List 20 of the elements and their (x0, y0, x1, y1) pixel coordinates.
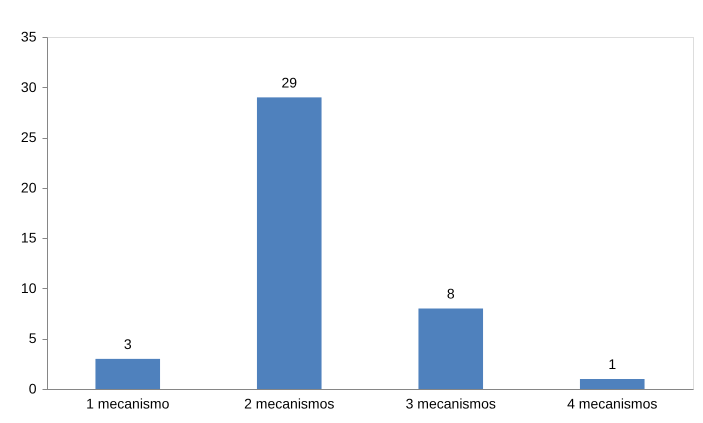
data-label: 29 (281, 74, 298, 90)
x-tick-label: 3 mecanismos (406, 396, 496, 412)
bar (256, 97, 322, 389)
y-tick-label: 25 (20, 129, 37, 146)
y-tick-label: 15 (20, 230, 37, 246)
data-label: 1 (608, 356, 616, 372)
bar (580, 378, 645, 389)
y-tick-label: 35 (20, 28, 37, 44)
y-tick-label: 5 (28, 330, 37, 346)
x-tick-label: 2 mecanismos (244, 396, 334, 412)
data-label: 8 (446, 286, 455, 302)
y-tick-label: 0 (28, 380, 37, 396)
y-tick-label: 30 (20, 78, 37, 95)
x-tick-label: 1 mecanismo (86, 396, 170, 412)
y-tick-label: 20 (20, 179, 37, 196)
x-tick-label: 4 mecanismos (567, 396, 658, 412)
data-label: 3 (124, 336, 132, 352)
bar (418, 308, 484, 389)
bar (95, 358, 160, 389)
y-tick-label: 10 (20, 280, 37, 296)
